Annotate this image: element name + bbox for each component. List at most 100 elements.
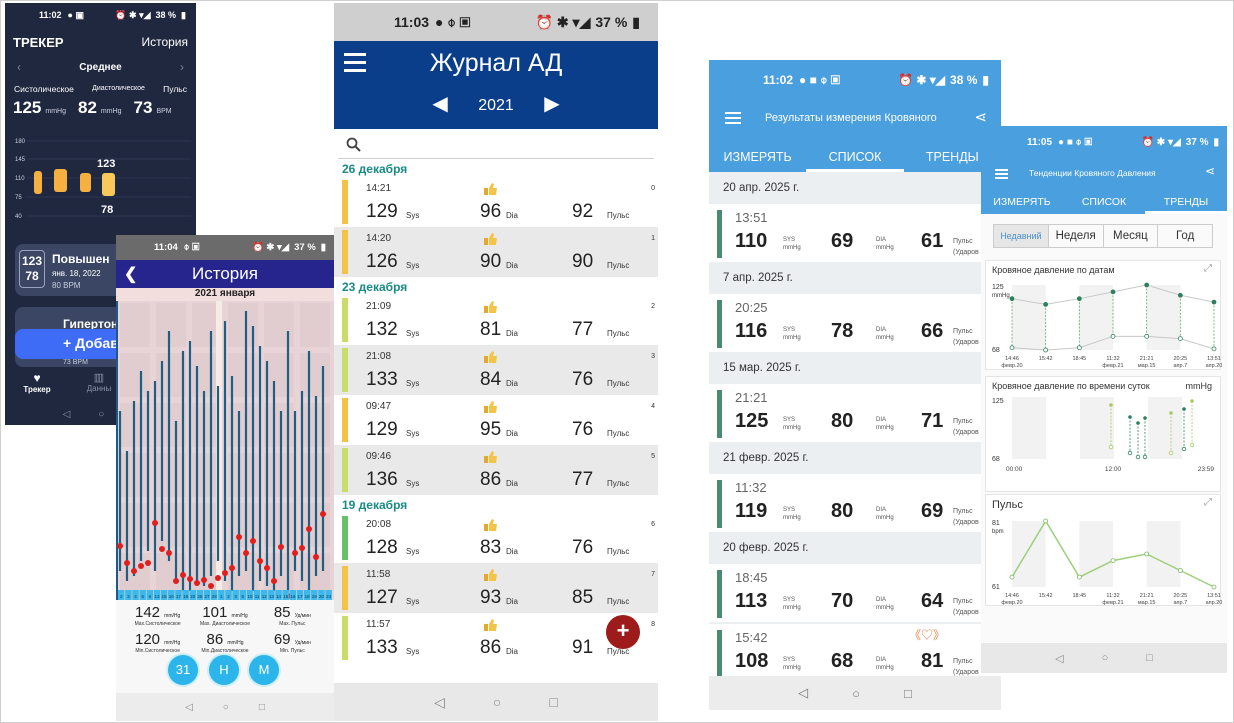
segment-recent[interactable]: Недавний bbox=[994, 225, 1049, 247]
result-row[interactable]: 21:21 125 SYS mmHg 80 DIA mmHg 71 Пульс (Ударов bbox=[709, 384, 1001, 442]
home-icon[interactable]: ○ bbox=[222, 701, 229, 713]
share-icon[interactable]: ⋖ bbox=[1204, 164, 1215, 178]
year-label: 2021 bbox=[478, 97, 514, 114]
prev-year-icon[interactable]: ◀ bbox=[432, 93, 448, 115]
recents-icon[interactable]: □ bbox=[258, 701, 265, 713]
unit-line: mmHg bbox=[783, 245, 801, 251]
journal-row[interactable]: 14:21 0 129 Sys 96 Dia 92 Пульс bbox=[334, 177, 658, 227]
battery-icon: ▮ bbox=[982, 73, 989, 87]
home-icon[interactable]: ○ bbox=[1101, 652, 1109, 664]
unit-line: DIA bbox=[876, 237, 887, 243]
history-link[interactable]: История bbox=[141, 35, 188, 49]
battery-level: 37 % bbox=[1185, 136, 1209, 148]
week-button[interactable]: Н bbox=[209, 655, 239, 685]
expand-icon[interactable]: ⤢ bbox=[1204, 263, 1212, 274]
share-icon[interactable]: ⋖ bbox=[974, 109, 987, 126]
sys-unit: mmHg bbox=[45, 108, 66, 115]
segment-week[interactable]: Неделя bbox=[1049, 225, 1104, 247]
tab-trends[interactable]: ТРЕНДЫ bbox=[925, 150, 979, 164]
expand-icon[interactable]: ⤢ bbox=[1204, 497, 1212, 508]
home-icon[interactable]: ○ bbox=[492, 694, 502, 710]
dia-unit: Dia bbox=[506, 597, 519, 606]
bp-by-date-card: Кровяное давление по датам ⤢ 125 mmHg 68 14… bbox=[985, 260, 1222, 370]
unit-line: SYS bbox=[783, 327, 796, 333]
segment-month[interactable]: Месяц bbox=[1104, 225, 1159, 247]
recents-icon[interactable]: □ bbox=[904, 685, 912, 701]
unit-line: (Ударов bbox=[953, 609, 979, 616]
recents-icon[interactable]: □ bbox=[1146, 652, 1153, 664]
sys-value: 116 bbox=[735, 320, 768, 342]
add-fab[interactable]: + bbox=[606, 615, 640, 649]
result-row[interactable]: 11:32 119 SYS mmHg 80 DIA mmHg 69 Пульс (Ударов bbox=[709, 474, 1001, 532]
result-row[interactable]: 20:25 116 SYS mmHg 78 DIA mmHg 66 Пульс (Ударов bbox=[709, 294, 1001, 352]
pulse-point bbox=[152, 520, 158, 526]
next-year-icon[interactable]: ▶ bbox=[544, 93, 560, 115]
result-row[interactable]: 18:45 113 SYS mmHg 70 DIA mmHg 64 Пульс (Ударов bbox=[709, 564, 1001, 622]
pulse-unit: Пульс (Ударов bbox=[953, 596, 979, 618]
background-tile bbox=[264, 503, 294, 547]
stat-label: Min. Пульс bbox=[279, 648, 305, 654]
back-icon[interactable]: ◁ bbox=[1055, 652, 1064, 665]
background-tile bbox=[264, 353, 294, 397]
band bbox=[1012, 521, 1046, 587]
day-cell bbox=[232, 590, 239, 600]
row-time: 11:58 bbox=[366, 569, 391, 580]
x-tick-label: 11:32 bbox=[1106, 593, 1119, 599]
tab-measure[interactable]: ИЗМЕРЯТЬ bbox=[723, 150, 792, 164]
data-point bbox=[1168, 450, 1174, 456]
journal-row[interactable]: 21:09 2 132 Sys 81 Dia 77 Пульс bbox=[334, 295, 658, 345]
unit-line: mmHg bbox=[783, 425, 801, 431]
month-button[interactable]: М bbox=[249, 655, 279, 685]
search-field[interactable] bbox=[338, 129, 654, 159]
unit-line: mmHg bbox=[876, 605, 894, 611]
tab-list[interactable]: СПИСОК bbox=[1081, 196, 1127, 208]
result-row[interactable]: 13:51 110 SYS mmHg 69 DIA mmHg 61 Пульс (Ударов bbox=[709, 204, 1001, 262]
journal-row[interactable]: 21:08 3 133 Sys 84 Dia 76 Пульс bbox=[334, 345, 658, 395]
tab-tracker[interactable]: ♥ Трекер bbox=[5, 371, 69, 394]
menu-icon[interactable] bbox=[995, 169, 1008, 181]
journal-row[interactable]: 20:08 6 128 Sys 83 Dia 76 Пульс bbox=[334, 513, 658, 563]
menu-icon[interactable] bbox=[344, 53, 366, 77]
home-icon[interactable]: ○ bbox=[852, 685, 860, 701]
band bbox=[1148, 397, 1182, 459]
day-button[interactable]: 31 bbox=[168, 655, 198, 685]
day-label: 5 bbox=[141, 594, 144, 599]
card-title: Кровяное давление по времени суток bbox=[992, 381, 1150, 391]
tab-trends[interactable]: ТРЕНДЫ bbox=[1145, 188, 1227, 214]
journal-row[interactable]: 11:58 7 127 Sys 93 Dia 85 Пульс bbox=[334, 563, 658, 613]
chevron-right-icon[interactable]: › bbox=[180, 60, 184, 74]
back-icon[interactable]: ◁ bbox=[185, 701, 193, 713]
back-arrow-icon[interactable]: ❮ bbox=[124, 266, 138, 283]
tab-measure[interactable]: ИЗМЕРЯТЬ bbox=[993, 196, 1051, 208]
status-bar: 11:05 ● ■ ⌽ ▣ ⏰ ✱ ▾◢ 37 % ▮ bbox=[981, 126, 1227, 158]
back-icon[interactable]: ◁ bbox=[62, 408, 71, 420]
y-top-label: 125 bbox=[992, 398, 1004, 405]
day-cell bbox=[146, 590, 154, 600]
chevron-left-icon[interactable]: ‹ bbox=[17, 60, 21, 74]
data-point bbox=[1169, 411, 1173, 415]
unit-line: mmHg bbox=[783, 335, 801, 341]
journal-row[interactable]: 09:46 5 136 Sys 86 Dia 77 Пульс bbox=[334, 445, 658, 495]
stat-label: Min.Систолическое bbox=[135, 648, 180, 654]
pulse-value: 61 bbox=[921, 230, 944, 252]
x-tick-sublabel: февр.20 bbox=[1001, 363, 1022, 369]
menu-icon[interactable] bbox=[725, 112, 741, 127]
card-title: Пульс bbox=[992, 499, 1023, 511]
tab-list[interactable]: СПИСОК bbox=[806, 136, 904, 172]
journal-row[interactable]: 09:47 4 129 Sys 95 Dia 76 Пульс bbox=[334, 395, 658, 445]
home-icon[interactable]: ○ bbox=[98, 408, 105, 420]
result-row[interactable]: 15:42 108 SYS mmHg 68 DIA mmHg 81 Пульс (Ударов 《♡… bbox=[709, 624, 1001, 682]
back-icon[interactable]: ◁ bbox=[798, 685, 809, 700]
tab-data[interactable]: ▥ Данны bbox=[69, 371, 129, 394]
unit-line: SYS bbox=[783, 237, 796, 243]
recents-icon[interactable]: □ bbox=[549, 694, 558, 710]
journal-row[interactable]: 14:20 1 126 Sys 90 Dia 90 Пульс bbox=[334, 227, 658, 277]
back-icon[interactable]: ◁ bbox=[434, 693, 445, 710]
unit-line: SYS bbox=[783, 507, 796, 513]
journal-row[interactable]: 11:57 8 133 Sys 86 Dia 91 Пульс bbox=[334, 613, 658, 663]
segment-year[interactable]: Год bbox=[1175, 230, 1195, 242]
dia-unit: DIA mmHg bbox=[876, 506, 894, 522]
status-time: 11:02 bbox=[763, 73, 794, 87]
background-tile bbox=[156, 453, 186, 497]
stat-unit: mm/Hg bbox=[231, 613, 248, 619]
